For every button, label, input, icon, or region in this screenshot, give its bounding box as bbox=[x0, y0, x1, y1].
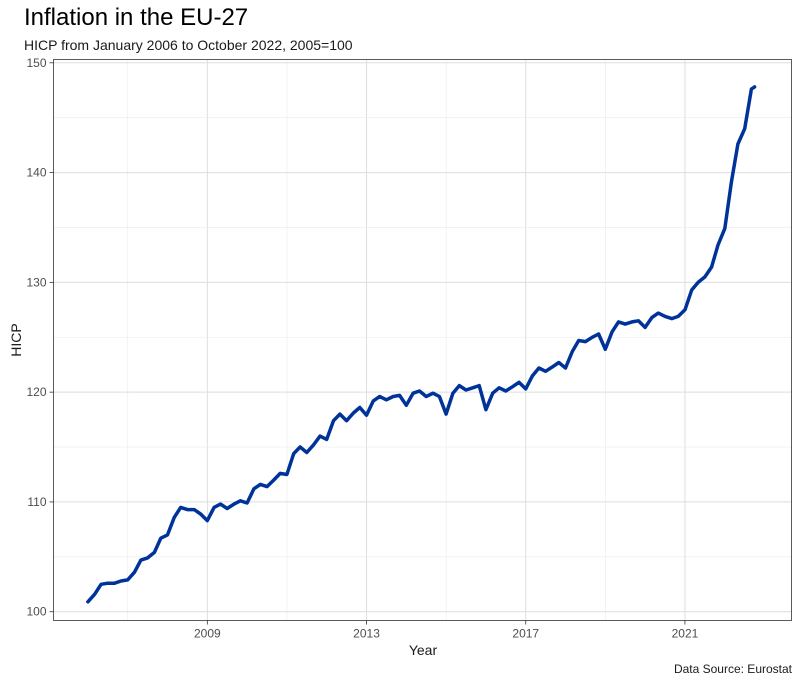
series-lines bbox=[86, 85, 757, 604]
chart-subtitle: HICP from January 2006 to October 2022, … bbox=[24, 37, 353, 53]
x-tick-label: 2013 bbox=[353, 627, 380, 641]
grid bbox=[53, 59, 792, 621]
x-tick-label: 2021 bbox=[672, 627, 699, 641]
hicp-series-line bbox=[86, 85, 757, 604]
y-tick-label: 110 bbox=[27, 495, 46, 509]
y-tick-label: 150 bbox=[26, 56, 46, 70]
x-tick-label: 2009 bbox=[194, 627, 221, 641]
data-source-caption: Data Source: Eurostat bbox=[673, 662, 792, 676]
chart-title: Inflation in the EU-27 bbox=[24, 4, 249, 31]
x-axis-label: Year bbox=[408, 642, 438, 658]
y-axis-ticks: 100 110 120 130 140 150 bbox=[26, 56, 54, 619]
x-tick-label: 2017 bbox=[512, 627, 539, 641]
y-tick-label: 140 bbox=[26, 166, 46, 180]
y-axis-label: HICP bbox=[8, 323, 24, 357]
x-axis-ticks: 2009 2013 2017 2021 bbox=[194, 620, 699, 641]
y-tick-label: 100 bbox=[26, 605, 46, 619]
plot-panel-border bbox=[53, 59, 792, 621]
y-tick-label: 130 bbox=[26, 275, 46, 289]
y-tick-label: 120 bbox=[26, 385, 46, 399]
